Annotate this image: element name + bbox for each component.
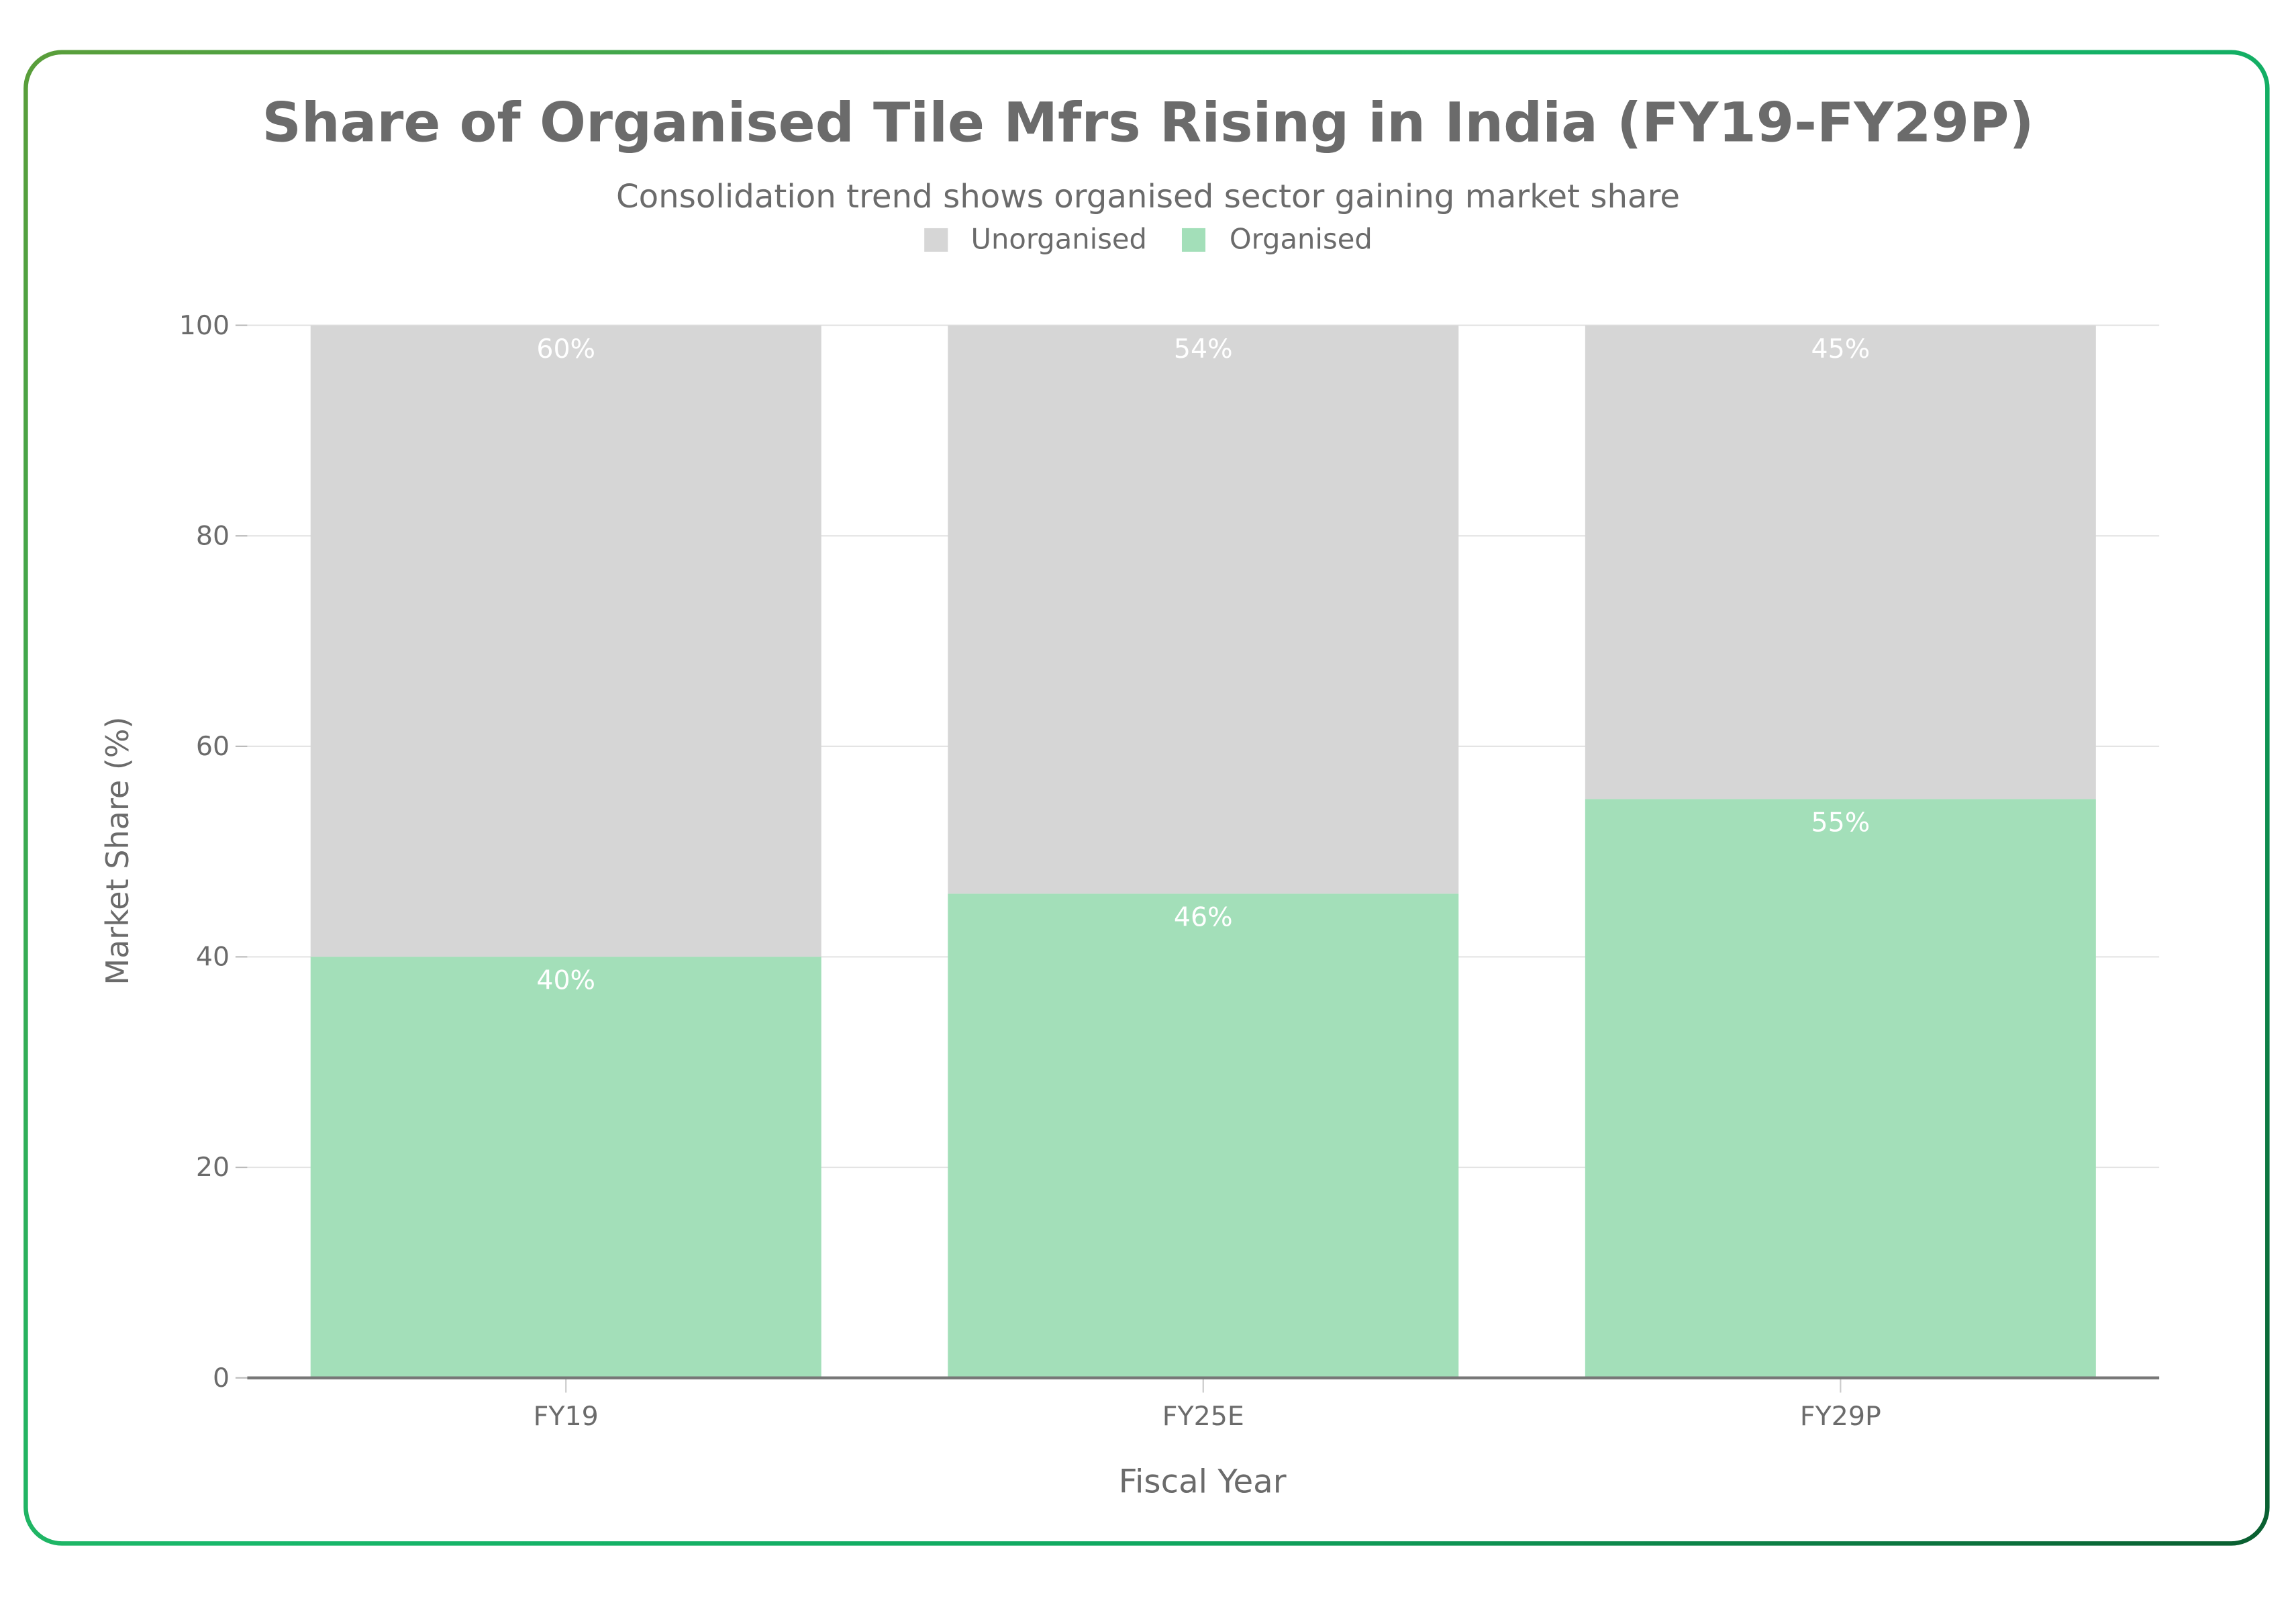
data-label: 40%: [536, 965, 595, 996]
y-axis-title: Market Share (%): [100, 716, 136, 985]
legend-item-unorganised[interactable]: Unorganised: [924, 224, 1147, 256]
y-tick-label: 100: [179, 310, 230, 341]
legend-label-unorganised: Unorganised: [970, 224, 1148, 256]
legend-swatch-organised: [1182, 228, 1206, 252]
legend: Unorganised Organised: [0, 224, 2296, 256]
y-tick-label: 40: [196, 942, 230, 973]
x-tick-label: FY25E: [1162, 1401, 1244, 1432]
chart-subtitle: Consolidation trend shows organised sect…: [615, 179, 1681, 217]
x-tick-label: FY19: [534, 1401, 599, 1432]
y-tick-label: 20: [196, 1152, 230, 1183]
bar-unorganised-fy29p: [1585, 325, 2096, 799]
bar-organised-fy29p: [1585, 799, 2096, 1378]
data-label: 46%: [1174, 902, 1233, 933]
bar-unorganised-fy25e: [948, 325, 1459, 894]
y-tick-label: 80: [196, 520, 230, 551]
x-axis-title: Fiscal Year: [1118, 1465, 1287, 1502]
y-tick-label: 0: [213, 1363, 230, 1394]
legend-label-organised: Organised: [1229, 224, 1372, 256]
data-label: 45%: [1811, 334, 1870, 364]
bar-unorganised-fy19: [310, 325, 821, 957]
legend-swatch-unorganised: [924, 228, 948, 252]
data-label: 54%: [1174, 334, 1233, 364]
data-label: 55%: [1811, 807, 1870, 838]
bar-organised-fy25e: [948, 893, 1459, 1378]
chart-title: Share of Organised Tile Mfrs Rising in I…: [262, 91, 2034, 155]
data-label: 60%: [536, 334, 595, 364]
x-tick-label: FY29P: [1800, 1401, 1881, 1432]
bar-organised-fy19: [310, 957, 821, 1378]
y-tick-label: 60: [196, 731, 230, 762]
legend-item-organised[interactable]: Organised: [1182, 224, 1372, 256]
